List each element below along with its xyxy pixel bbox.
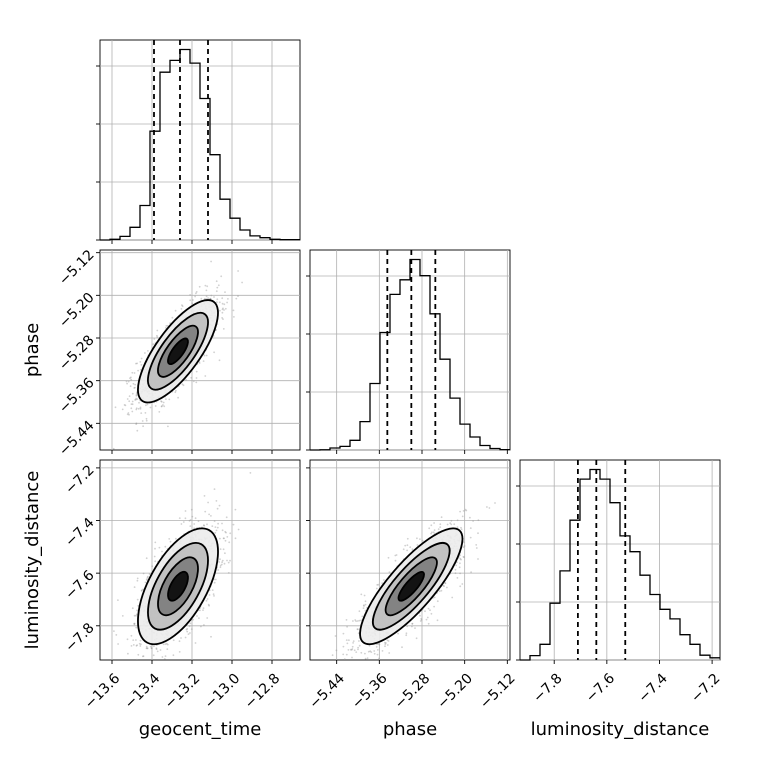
histogram-luminosity_distance [520,468,720,661]
scatter-panel-phase-luminosity_distance [309,459,511,661]
contour-level-3 [372,542,451,631]
contour-level-2 [157,324,199,378]
scatter-panel-geocent_time-luminosity_distance-frame [99,459,301,661]
x-tick-label: −7.2 [688,671,723,706]
y-tick-label: −5.20 [56,290,98,332]
x-tick-label: −12.8 [242,671,284,713]
y-tick-label: −5.36 [56,375,98,417]
x-axis-label-phase: phase [383,719,437,740]
x-tick-label: −5.12 [477,671,519,713]
x-tick-label: −5.28 [392,671,434,713]
x-tick-label: −7.8 [530,671,565,706]
histogram-geocent_time [100,48,300,241]
contour-level-1 [167,570,189,602]
contour-level-4 [137,299,219,404]
x-tick-label: −7.4 [635,670,670,705]
contour-level-1 [167,337,189,366]
y-tick-label: −5.28 [56,332,98,374]
density-fill [398,571,425,601]
scatter-panel-geocent_time-phase [99,249,301,451]
scatter-panel-geocent_time-luminosity_distance [99,459,301,661]
grid [100,40,300,241]
grid [520,460,720,661]
contour-level-4 [359,527,464,646]
y-tick-label: −7.6 [62,567,97,602]
density-fill [168,571,188,601]
density-fill [167,338,188,365]
x-tick-label: −5.20 [434,671,476,713]
contour-level-4 [137,527,219,646]
scatter-panel-phase-luminosity_distance-frame [309,459,511,661]
x-tick-label: −5.44 [306,671,348,713]
histogram-phase [310,258,510,451]
hist-panel-luminosity_distance [516,459,721,661]
contour-level-3 [147,311,209,391]
y-axis-label-luminosity_distance: luminosity_distance [22,471,43,650]
y-tick-label: −7.4 [62,515,97,550]
x-tick-label: −13.0 [202,671,244,713]
grid [100,250,300,450]
x-tick-label: −13.6 [82,670,124,712]
scatter-panel-geocent_time-phase-frame [99,249,301,451]
contour-level-2 [384,556,438,617]
grid [310,250,510,451]
hist-panel-geocent_time [96,39,301,241]
x-tick-label: −13.2 [162,671,204,713]
contour-level-1 [397,570,425,602]
contour-level-2 [157,556,199,617]
x-tick-label: −5.36 [349,670,391,712]
x-axis-label-geocent_time: geocent_time [139,719,262,740]
y-tick-label: −7.8 [62,620,97,655]
x-axis-label-luminosity_distance: luminosity_distance [531,719,710,740]
y-tick-label: −5.44 [56,418,98,460]
y-tick-label: −5.12 [56,247,98,289]
y-tick-label: −7.2 [62,462,97,497]
x-tick-label: −13.4 [122,670,164,712]
contour-level-3 [147,541,209,631]
y-axis-label-phase: phase [22,323,43,377]
hist-panel-phase [306,249,511,451]
x-tick-label: −7.6 [583,670,618,705]
